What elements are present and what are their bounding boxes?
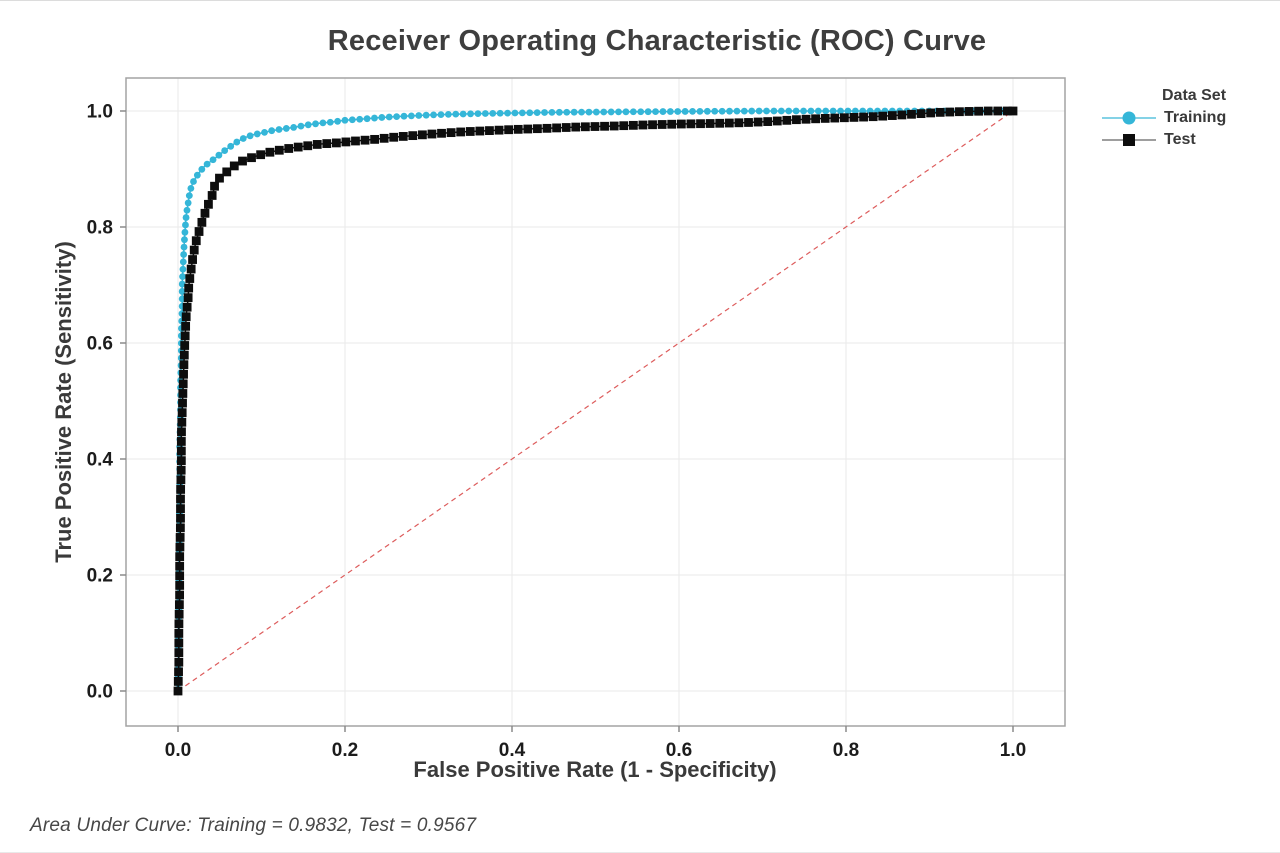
test-series-marker-icon	[1100, 131, 1158, 149]
chart-title: Receiver Operating Characteristic (ROC) …	[327, 25, 987, 57]
x-axis-label: False Positive Rate (1 - Specificity)	[413, 757, 777, 782]
legend-item-training: Training	[1100, 107, 1226, 129]
svg-text:0.6: 0.6	[666, 740, 692, 761]
svg-text:0.0: 0.0	[165, 740, 191, 761]
svg-text:0.6: 0.6	[87, 334, 113, 355]
svg-text:0.4: 0.4	[499, 740, 526, 761]
svg-text:1.0: 1.0	[1000, 740, 1026, 761]
legend: Data Set Training Test	[1100, 85, 1226, 151]
legend-label-training: Training	[1164, 109, 1227, 126]
svg-text:0.0: 0.0	[87, 682, 113, 703]
legend-label-test: Test	[1164, 131, 1196, 148]
auc-annotation: Area Under Curve: Training = 0.9832, Tes…	[30, 815, 477, 836]
svg-text:0.4: 0.4	[87, 450, 114, 471]
legend-item-test: Test	[1100, 129, 1226, 151]
svg-text:1.0: 1.0	[87, 102, 113, 123]
y-axis-label: True Positive Rate (Sensitivity)	[51, 241, 76, 563]
legend-title: Data Set	[1162, 87, 1227, 104]
svg-text:0.8: 0.8	[833, 740, 859, 761]
svg-text:0.2: 0.2	[332, 740, 358, 761]
svg-text:0.2: 0.2	[87, 566, 113, 587]
training-series-marker-icon	[1100, 109, 1158, 127]
svg-text:0.8: 0.8	[87, 218, 113, 239]
